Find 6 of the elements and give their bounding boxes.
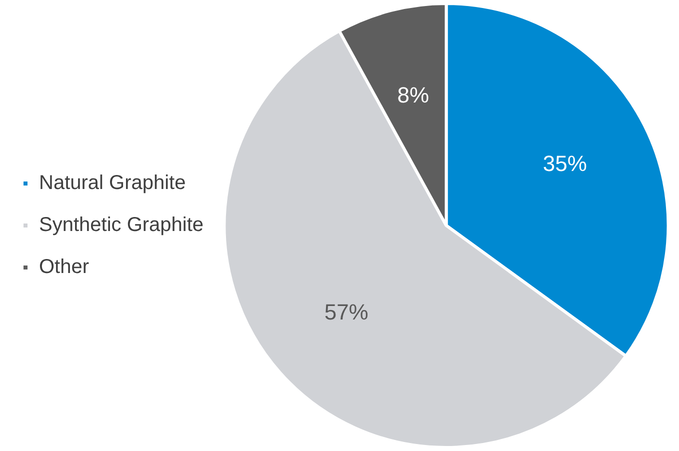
- legend-label: Other: [39, 256, 90, 278]
- data-label: 35%: [542, 151, 587, 176]
- data-label: 8%: [397, 82, 430, 108]
- legend-label: Synthetic Graphite: [39, 214, 204, 236]
- legend-label: Natural Graphite: [39, 172, 186, 194]
- data-label: 57%: [324, 300, 368, 325]
